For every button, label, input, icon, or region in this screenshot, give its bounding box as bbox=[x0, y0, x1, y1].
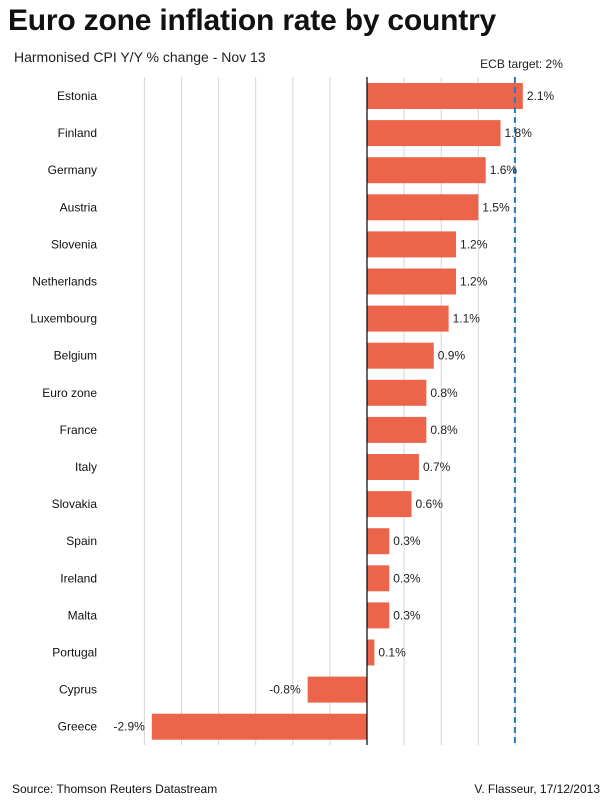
value-label: 0.6% bbox=[416, 497, 444, 511]
category-label: France bbox=[60, 423, 98, 437]
chart-title: Euro zone inflation rate by country bbox=[8, 4, 497, 37]
bar-france bbox=[367, 416, 427, 443]
value-label: 1.1% bbox=[453, 312, 481, 326]
bar-portugal bbox=[367, 639, 375, 666]
bar-malta bbox=[367, 602, 390, 629]
category-label: Netherlands bbox=[32, 275, 97, 289]
category-label: Cyprus bbox=[59, 683, 97, 697]
bar-slovenia bbox=[367, 231, 457, 258]
value-label: 0.8% bbox=[430, 423, 458, 437]
category-label: Spain bbox=[66, 534, 97, 548]
value-label: 1.2% bbox=[460, 275, 488, 289]
category-label: Italy bbox=[75, 460, 97, 474]
bar-greece bbox=[151, 713, 367, 740]
ecb-target-label: ECB target: 2% bbox=[480, 57, 563, 71]
category-label: Greece bbox=[58, 720, 98, 734]
value-label: 1.2% bbox=[460, 237, 488, 251]
category-label: Slovakia bbox=[52, 497, 98, 511]
value-label: 0.3% bbox=[393, 608, 421, 622]
category-label: Finland bbox=[58, 126, 97, 140]
value-label: 0.3% bbox=[393, 571, 421, 585]
category-label: Ireland bbox=[60, 571, 97, 585]
labels: Estonia 2.1% Finland 1.8% Germany 1.6% Austria… bbox=[30, 89, 554, 734]
bar-cyprus bbox=[307, 676, 367, 703]
category-label: Luxembourg bbox=[30, 312, 97, 326]
category-label: Austria bbox=[60, 200, 98, 214]
bar-netherlands bbox=[367, 268, 457, 295]
category-label: Slovenia bbox=[51, 237, 97, 251]
category-label: Germany bbox=[48, 163, 97, 177]
value-label: 1.8% bbox=[505, 126, 533, 140]
category-label: Belgium bbox=[54, 349, 97, 363]
value-label: 1.6% bbox=[490, 163, 518, 177]
category-label: Malta bbox=[68, 608, 98, 622]
bars bbox=[151, 83, 523, 740]
bar-finland bbox=[367, 120, 501, 147]
value-label: 0.8% bbox=[430, 386, 458, 400]
value-label: -2.9% bbox=[113, 720, 145, 734]
bar-germany bbox=[367, 157, 486, 184]
category-label: Estonia bbox=[57, 89, 97, 103]
value-label: 0.3% bbox=[393, 534, 421, 548]
chart-subtitle: Harmonised CPI Y/Y % change - Nov 13 bbox=[14, 49, 266, 65]
bar-spain bbox=[367, 528, 390, 555]
category-label: Portugal bbox=[52, 646, 97, 660]
bar-luxembourg bbox=[367, 305, 449, 332]
bar-estonia bbox=[367, 83, 523, 109]
bar-euro-zone bbox=[367, 379, 427, 406]
author-credit: V. Flasseur, 17/12/2013 bbox=[474, 782, 600, 796]
value-label: 2.1% bbox=[527, 89, 555, 103]
value-label: 1.5% bbox=[482, 200, 510, 214]
bar-belgium bbox=[367, 342, 434, 369]
category-label: Euro zone bbox=[42, 386, 97, 400]
value-label: 0.9% bbox=[438, 349, 466, 363]
bar-italy bbox=[367, 454, 419, 480]
ecb-target-group: ECB target: 2% bbox=[480, 57, 563, 745]
value-label: 0.1% bbox=[378, 646, 406, 660]
value-label: -0.8% bbox=[269, 683, 301, 697]
bar-slovakia bbox=[367, 491, 412, 518]
bar-austria bbox=[367, 194, 479, 221]
source-note: Source: Thomson Reuters Datastream bbox=[12, 782, 218, 796]
value-label: 0.7% bbox=[423, 460, 451, 474]
bar-ireland bbox=[367, 565, 390, 592]
